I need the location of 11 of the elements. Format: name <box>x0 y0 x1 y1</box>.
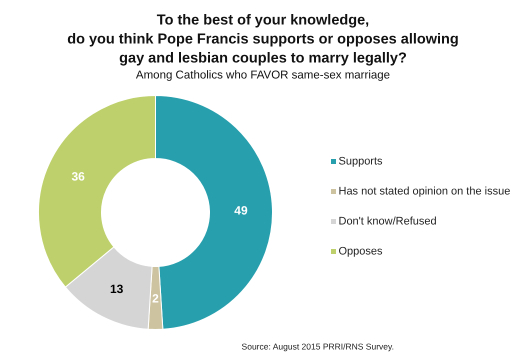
data-label: 13 <box>110 282 124 296</box>
legend-label: Opposes <box>338 246 384 258</box>
legend-label: Supports <box>338 156 384 168</box>
legend-label: Don't know/Refused <box>338 216 437 228</box>
source-note: Source: August 2015 PRRI/RNS Survey. <box>242 342 394 352</box>
data-label: 49 <box>234 203 248 218</box>
data-label: 2 <box>152 292 160 306</box>
legend-label: Has not stated opinion on the issue <box>338 186 510 198</box>
data-label: 36 <box>71 170 86 184</box>
chart-subtitle: Among Catholics who FAVOR same-sex marriage <box>136 70 390 82</box>
chart-title: To the best of your knowledge, do you think Pope Francis supports or opposes allowing gay and lesbian couples to marry legally? <box>67 12 459 66</box>
